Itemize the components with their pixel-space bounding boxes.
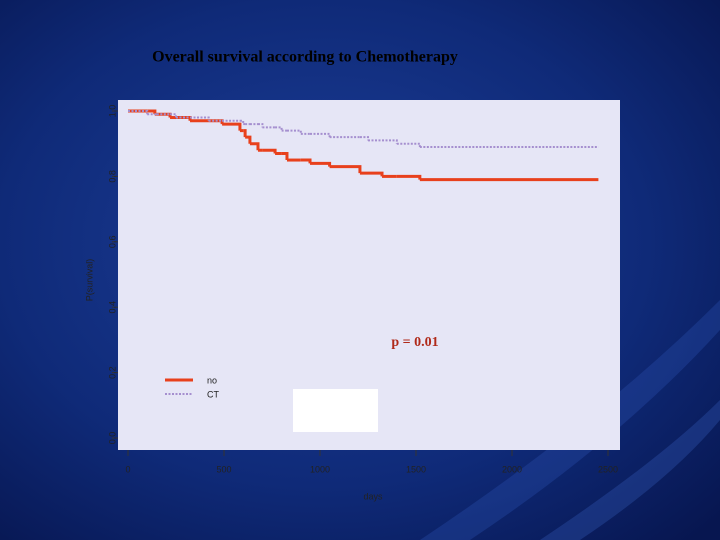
- y-tick-label: 0.8: [107, 170, 117, 183]
- x-tick-label: 0: [125, 464, 130, 474]
- survival-step: [310, 132, 331, 138]
- survival-step: [329, 165, 362, 174]
- y-tick-label: 0.4: [107, 301, 117, 314]
- survival-step: [222, 122, 242, 131]
- x-tick-label: 500: [216, 464, 231, 474]
- legend-label: CT: [207, 389, 219, 399]
- x-axis-label: days: [363, 491, 383, 501]
- y-axis-label: P(survival): [84, 259, 94, 302]
- x-tick-label: 2000: [502, 464, 522, 474]
- survival-step: [396, 142, 421, 147]
- survival-step: [359, 136, 369, 141]
- y-tick-label: 0.6: [107, 236, 117, 249]
- survival-step: [239, 119, 245, 125]
- legend-label: no: [207, 375, 217, 385]
- annotation: p = 0.01: [391, 335, 438, 350]
- survival-step: [286, 129, 302, 134]
- x-tick-label: 1000: [310, 464, 330, 474]
- plot: 0 500 1000 1500 2000 2500 0.0 0.2 0.4 0.6 0.8 1.0: [107, 105, 618, 475]
- y-tick-label: 1.0: [107, 105, 117, 118]
- y-tick-label: 0.0: [107, 432, 117, 445]
- survival-step: [243, 129, 247, 138]
- survival-step: [249, 142, 260, 151]
- survival-step: [257, 123, 264, 128]
- blank-box: [293, 389, 378, 432]
- x-tick-label: 2500: [598, 464, 618, 474]
- survival-step: [170, 113, 177, 118]
- survival-step: [190, 116, 210, 121]
- survival-step: [275, 126, 283, 131]
- survival-step: [382, 139, 398, 144]
- x-tick-label: 1500: [406, 464, 426, 474]
- survival-step: [128, 110, 149, 115]
- chart-title: Overall survival according to Chemothera…: [152, 49, 458, 66]
- survival-step: [245, 135, 252, 144]
- survival-step: [281, 152, 289, 161]
- y-tick-label: 0.2: [107, 366, 117, 379]
